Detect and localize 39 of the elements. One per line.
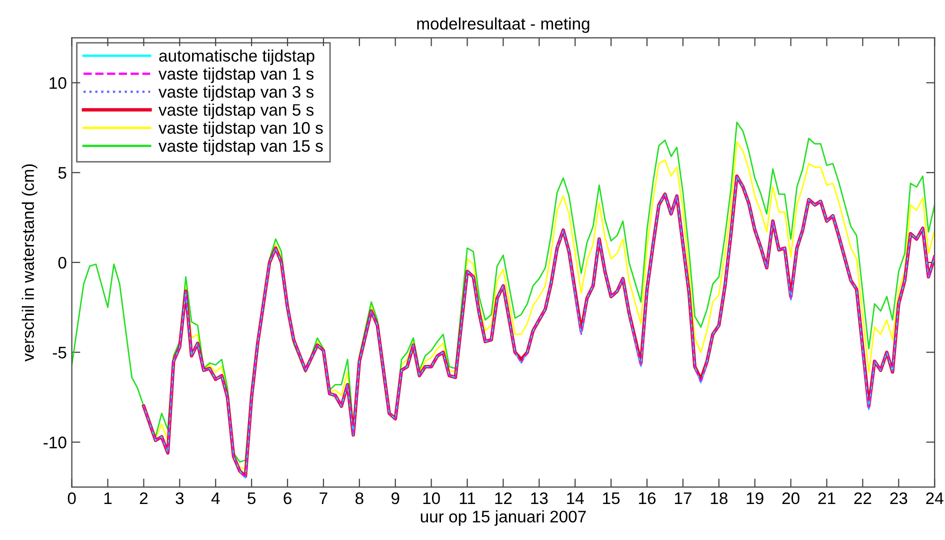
x-tick-label: 21 bbox=[818, 492, 836, 504]
x-tick-label: 8 bbox=[356, 492, 364, 504]
x-tick-label: 24 bbox=[926, 492, 944, 504]
y-tick-label: 5 bbox=[58, 167, 66, 179]
legend-label: vaste tijdstap van 15 s bbox=[158, 140, 323, 156]
x-tick-label: 19 bbox=[746, 492, 764, 504]
x-tick-label: 6 bbox=[284, 492, 292, 504]
x-tick-label: 23 bbox=[890, 492, 908, 504]
y-axis-title: verschil in waterstand (cm) bbox=[22, 164, 38, 362]
x-tick-label: 5 bbox=[248, 492, 256, 504]
legend-label: vaste tijdstap van 3 s bbox=[158, 86, 314, 102]
x-tick-label: 22 bbox=[854, 492, 872, 504]
x-tick-label: 7 bbox=[320, 492, 328, 504]
x-tick-label: 16 bbox=[639, 492, 656, 504]
y-tick-label: 10 bbox=[50, 77, 66, 89]
x-tick-label: 15 bbox=[603, 492, 620, 504]
legend-label: vaste tijdstap van 10 s bbox=[158, 122, 323, 138]
x-tick-label: 10 bbox=[423, 492, 440, 504]
x-tick-label: 3 bbox=[176, 492, 184, 504]
y-tick-label: -5 bbox=[52, 346, 66, 358]
x-tick-label: 12 bbox=[495, 492, 512, 504]
x-tick-label: 4 bbox=[211, 492, 220, 504]
x-tick-label: 20 bbox=[782, 492, 800, 504]
x-tick-label: 2 bbox=[140, 492, 148, 504]
x-axis-title: uur op 15 januari 2007 bbox=[420, 510, 586, 526]
legend-label: vaste tijdstap van 1 s bbox=[158, 68, 314, 84]
x-tick-label: 17 bbox=[674, 492, 692, 504]
y-tick-label: -10 bbox=[44, 436, 66, 448]
legend-label: automatische tijdstap bbox=[159, 49, 314, 66]
x-tick-label: 9 bbox=[392, 492, 400, 504]
x-tick-label: 11 bbox=[460, 492, 476, 504]
x-tick-label: 0 bbox=[68, 492, 76, 504]
y-tick-label: 0 bbox=[58, 256, 66, 269]
x-tick-label: 14 bbox=[567, 492, 584, 504]
x-tick-label: 13 bbox=[531, 492, 548, 504]
x-tick-label: 18 bbox=[710, 492, 728, 504]
x-tick-label: 1 bbox=[104, 492, 112, 504]
chart-title: modelresultaat - meting bbox=[417, 17, 590, 33]
legend-label: vaste tijdstap van 5 s bbox=[158, 104, 314, 120]
